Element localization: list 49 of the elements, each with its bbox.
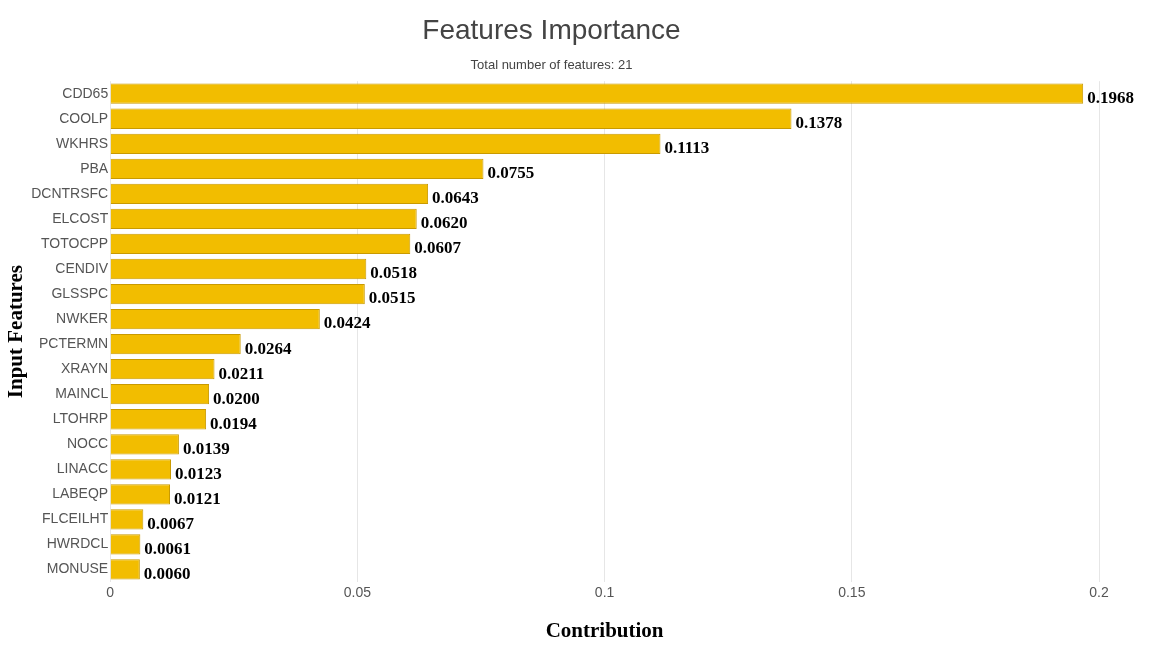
y-tick-label: PCTERMN <box>38 334 109 351</box>
y-tick-label: FLCEILHT <box>42 510 109 527</box>
data-label: 0.1113 <box>664 138 710 158</box>
data-label: 0.0060 <box>143 563 191 583</box>
x-tick-label: 0.15 <box>838 584 866 601</box>
data-label: 0.0061 <box>144 538 192 558</box>
data-label: 0.0123 <box>175 463 222 483</box>
data-label: 0.1968 <box>1087 88 1134 108</box>
y-tick-label: TOTOCPP <box>41 234 109 251</box>
data-label: 0.0139 <box>182 438 230 458</box>
data-label: 0.0211 <box>218 363 265 383</box>
y-tick-label: CDD65 <box>62 84 109 101</box>
y-tick-label: MAINCL <box>55 385 109 402</box>
x-tick-label: 0.2 <box>1089 584 1109 601</box>
data-label: 0.1378 <box>795 113 843 133</box>
data-label: 0.0194 <box>210 413 258 433</box>
x-axis-title: Contribution <box>545 617 664 642</box>
y-axis-title: Input Features <box>3 264 28 399</box>
data-label: 0.0067 <box>147 513 195 533</box>
x-tick-label: 0.1 <box>594 584 615 601</box>
data-label: 0.0607 <box>414 238 462 258</box>
y-tick-label: MONUSE <box>46 560 109 577</box>
y-tick-label: CENDIV <box>55 259 109 276</box>
y-tick-label: NOCC <box>66 435 109 452</box>
data-label: 0.0515 <box>368 288 416 308</box>
data-label: 0.0620 <box>420 213 468 233</box>
y-tick-label: NWKER <box>56 309 109 326</box>
data-label: 0.0643 <box>432 188 479 208</box>
y-tick-label: HWRDCL <box>46 535 109 552</box>
x-tick-label: 0 <box>106 584 115 601</box>
data-label: 0.0424 <box>323 313 372 333</box>
data-label: 0.0264 <box>244 338 292 358</box>
y-tick-label: ELCOST <box>52 209 109 226</box>
data-label: 0.0200 <box>213 388 260 408</box>
data-label: 0.0755 <box>487 163 535 183</box>
y-tick-label: XRAYN <box>60 360 109 377</box>
x-tick-label: 0.05 <box>343 584 372 601</box>
data-label: 0.0518 <box>370 263 418 283</box>
data-label: 0.0121 <box>174 488 221 508</box>
y-tick-label: PBA <box>80 159 109 176</box>
chart-subtitle: Total number of features: 21 <box>470 56 633 72</box>
y-tick-label: LINACC <box>56 460 109 477</box>
y-tick-label: DCNTRSFC <box>31 184 109 201</box>
y-tick-label: WKHRS <box>56 134 109 151</box>
chart-title: Features Importance <box>422 13 681 45</box>
y-tick-label: LABEQP <box>52 485 109 502</box>
y-tick-label: LTOHRP <box>52 410 109 427</box>
y-tick-label: COOLP <box>59 109 109 126</box>
y-tick-label: GLSSPC <box>51 284 109 301</box>
